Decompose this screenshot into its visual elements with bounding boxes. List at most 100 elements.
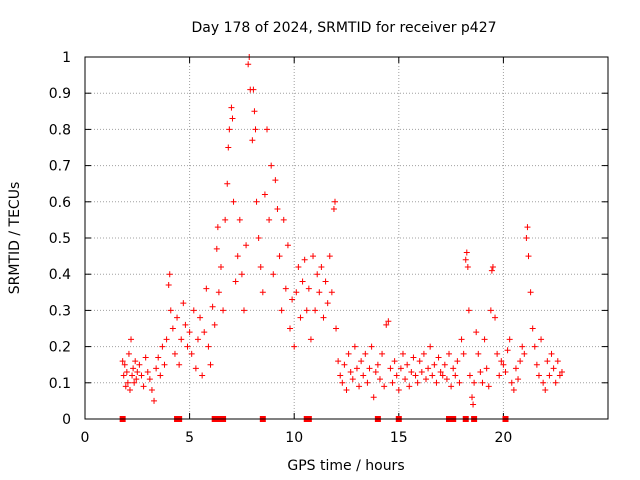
data-point <box>364 379 371 386</box>
data-point <box>148 387 155 394</box>
data-point <box>251 108 258 115</box>
data-point <box>192 365 199 372</box>
data-point <box>460 350 467 357</box>
data-point <box>458 336 465 343</box>
data-point <box>331 198 338 205</box>
data-point <box>554 358 561 365</box>
data-point <box>205 343 212 350</box>
data-point <box>203 285 210 292</box>
data-point <box>293 289 300 296</box>
data-point <box>287 325 294 332</box>
data-point <box>120 372 127 379</box>
data-point <box>199 372 206 379</box>
data-point <box>243 242 250 249</box>
data-point <box>437 368 444 375</box>
data-point <box>402 376 409 383</box>
data-point <box>387 365 394 372</box>
data-point <box>471 379 478 386</box>
data-point <box>370 394 377 401</box>
data-point <box>542 387 549 394</box>
data-point <box>314 271 321 278</box>
data-points <box>119 54 565 408</box>
data-point <box>176 361 183 368</box>
data-point <box>324 300 331 307</box>
data-point <box>335 358 342 365</box>
data-point <box>297 314 304 321</box>
data-point <box>138 372 145 379</box>
data-point <box>510 387 517 394</box>
data-point <box>448 383 455 390</box>
data-point <box>230 198 237 205</box>
data-point <box>337 372 344 379</box>
data-point <box>229 115 236 122</box>
data-point <box>425 365 432 372</box>
data-point <box>261 191 268 198</box>
data-point <box>303 307 310 314</box>
data-point <box>305 285 312 292</box>
data-point <box>469 394 476 401</box>
data-point <box>301 256 308 263</box>
data-point <box>225 144 232 151</box>
data-point <box>274 206 281 213</box>
data-point <box>167 307 174 314</box>
data-point <box>220 307 227 314</box>
data-point <box>213 245 220 252</box>
data-point <box>171 350 178 357</box>
data-point <box>165 282 172 289</box>
data-point <box>128 336 135 343</box>
data-point <box>376 376 383 383</box>
data-point <box>443 376 450 383</box>
data-point <box>132 358 139 365</box>
data-point <box>391 358 398 365</box>
data-point <box>333 325 340 332</box>
data-point <box>523 235 530 241</box>
data-point <box>186 329 193 336</box>
data-point <box>119 358 126 365</box>
data-point <box>142 354 149 361</box>
data-point <box>272 177 279 184</box>
data-point <box>463 249 470 256</box>
data-point <box>372 368 379 375</box>
data-point <box>129 372 136 379</box>
data-point <box>473 329 480 336</box>
data-point <box>483 365 490 372</box>
data-point <box>136 361 143 368</box>
data-point <box>276 253 283 260</box>
data-point <box>180 300 187 307</box>
data-point <box>264 126 271 133</box>
y-tick-label: 0.2 <box>49 340 71 356</box>
data-point <box>366 365 373 372</box>
y-tick-label: 0.9 <box>49 86 71 102</box>
data-point <box>134 368 141 375</box>
data-point <box>232 278 239 285</box>
data-point <box>207 361 214 368</box>
y-tick-label: 1 <box>62 50 71 66</box>
data-point <box>184 343 191 350</box>
data-point <box>446 350 453 357</box>
data-point <box>362 350 369 357</box>
data-point <box>282 285 289 292</box>
data-point <box>546 372 553 379</box>
data-point <box>470 401 477 408</box>
data-point <box>130 365 137 372</box>
data-point <box>131 379 138 386</box>
data-point <box>488 267 495 274</box>
data-point <box>527 289 534 296</box>
data-point <box>479 379 486 386</box>
data-point <box>406 383 413 390</box>
data-point <box>157 372 164 379</box>
data-point <box>489 263 496 270</box>
data-point <box>379 350 386 357</box>
data-point <box>182 321 189 328</box>
data-point <box>310 253 317 260</box>
data-point <box>140 383 147 390</box>
x-tick-label: 20 <box>494 430 512 446</box>
data-point <box>289 296 296 303</box>
data-point <box>266 216 273 223</box>
plot-frame <box>84 56 609 420</box>
data-point <box>485 383 492 390</box>
data-point <box>259 289 266 296</box>
data-point <box>381 383 388 390</box>
y-tick-label: 0.8 <box>49 122 71 138</box>
y-tick-label: 0.3 <box>49 303 71 319</box>
